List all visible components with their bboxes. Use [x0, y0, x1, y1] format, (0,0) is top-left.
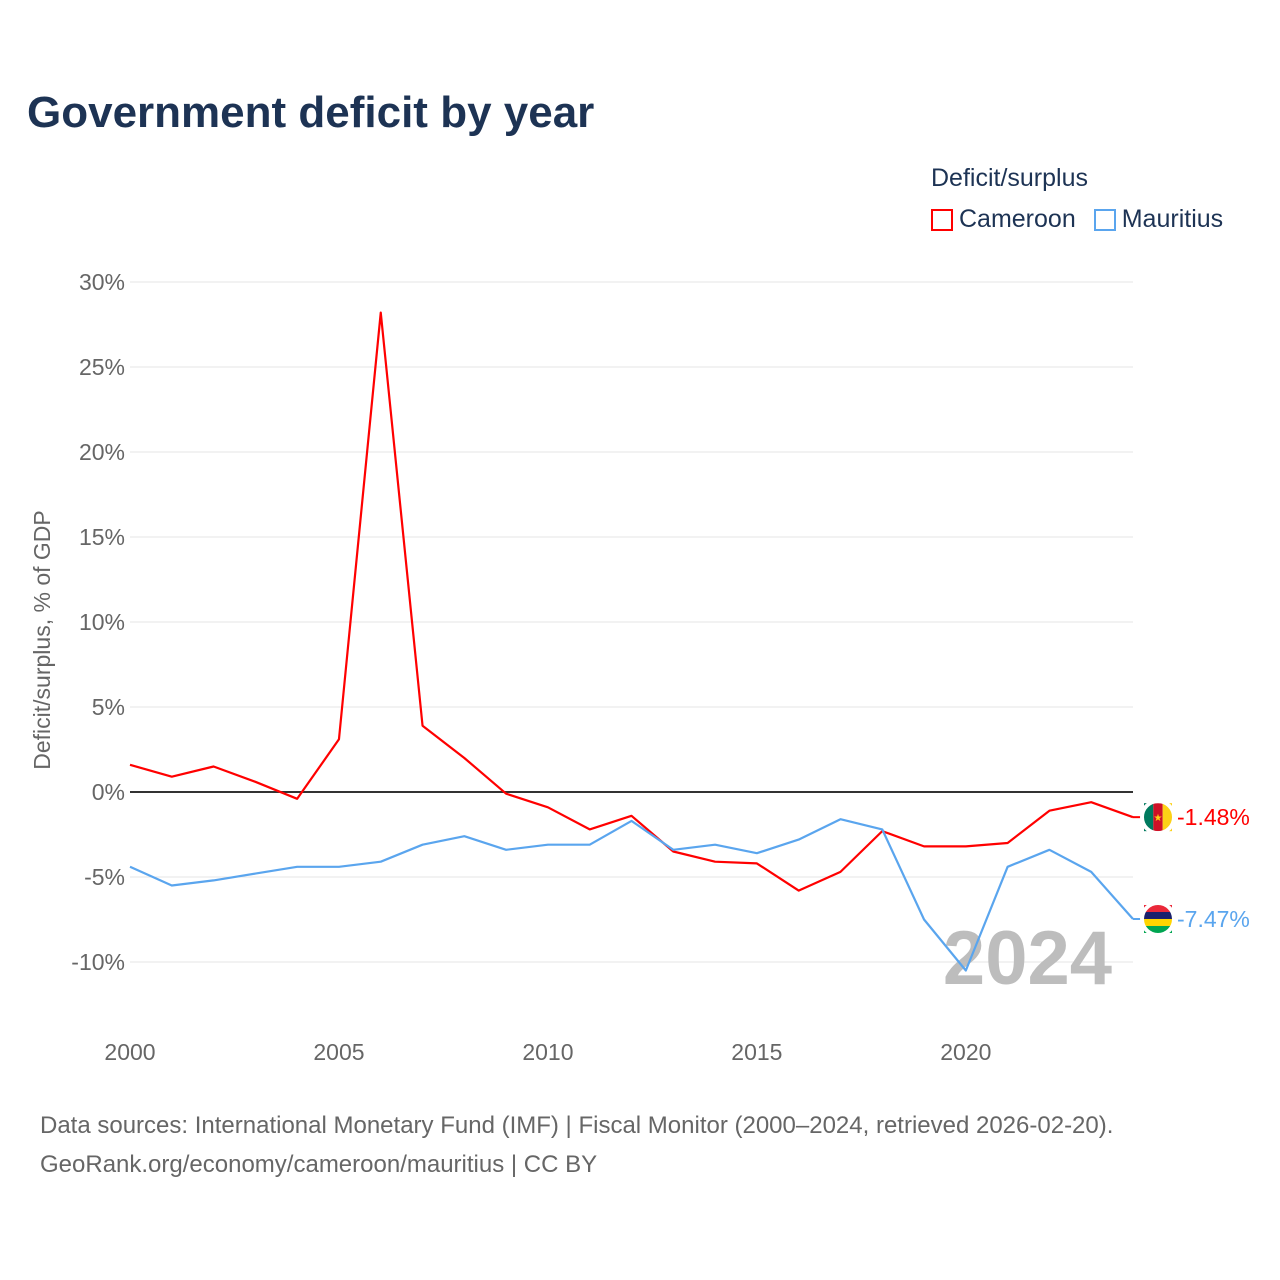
flag-mauritius-icon: [1144, 918, 1172, 926]
legend-swatch: [931, 208, 953, 231]
source-line-2[interactable]: GeoRank.org/economy/cameroon/mauritius |…: [40, 1151, 598, 1178]
x-tick-label: 2015: [731, 1039, 782, 1065]
y-tick-label: 30%: [79, 269, 125, 295]
flag-mauritius-icon: [1144, 904, 1172, 912]
flag-mask: [1140, 900, 1176, 937]
y-tick-label: 5%: [92, 694, 125, 720]
flag-mask: [1140, 799, 1176, 836]
legend: Cameroon Mauritius: [931, 205, 1223, 234]
y-tick-label: 15%: [79, 524, 125, 550]
y-tick-label: 25%: [79, 354, 125, 380]
flag-star-icon: ★: [1154, 813, 1163, 824]
series-line-mauritius: [129, 818, 1134, 972]
end-value-label: -7.47%: [1177, 906, 1250, 932]
y-axis-label: Deficit/surplus, % of GDP: [29, 510, 55, 769]
end-value-label: -1.48%: [1177, 804, 1250, 830]
legend-title: Deficit/surplus: [931, 164, 1088, 192]
series-line-cameroon: [129, 311, 1134, 892]
flag-cameroon-icon: [1144, 803, 1154, 832]
flag-cameroon-icon: [1162, 803, 1172, 832]
flag-mauritius-icon: [1144, 925, 1172, 933]
y-tick-label: 0%: [92, 779, 125, 805]
x-tick-label: 2005: [313, 1039, 364, 1065]
legend-swatch: [1093, 208, 1116, 231]
y-tick-label: 10%: [79, 609, 125, 635]
y-tick-label: -5%: [84, 864, 125, 890]
y-tick-label: -10%: [71, 949, 125, 975]
source-line-1: Data sources: International Monetary Fun…: [40, 1112, 1114, 1139]
flag-mauritius-icon: [1144, 911, 1172, 919]
x-tick-label: 2020: [940, 1039, 991, 1065]
legend-item-mauritius[interactable]: Mauritius: [1093, 205, 1224, 234]
legend-item-cameroon[interactable]: Cameroon: [931, 205, 1076, 234]
legend-label: Mauritius: [1121, 205, 1224, 233]
flag-cameroon-icon: [1153, 803, 1163, 832]
year-watermark: 2024: [943, 916, 1112, 1001]
y-tick-label: 20%: [79, 439, 125, 465]
source-note: Data sources: International Monetary Fun…: [40, 1106, 1113, 1184]
x-tick-label: 2010: [522, 1039, 573, 1065]
page-title: Government deficit by year: [27, 88, 595, 137]
x-tick-label: 2000: [104, 1039, 155, 1065]
legend-label: Cameroon: [959, 205, 1076, 233]
